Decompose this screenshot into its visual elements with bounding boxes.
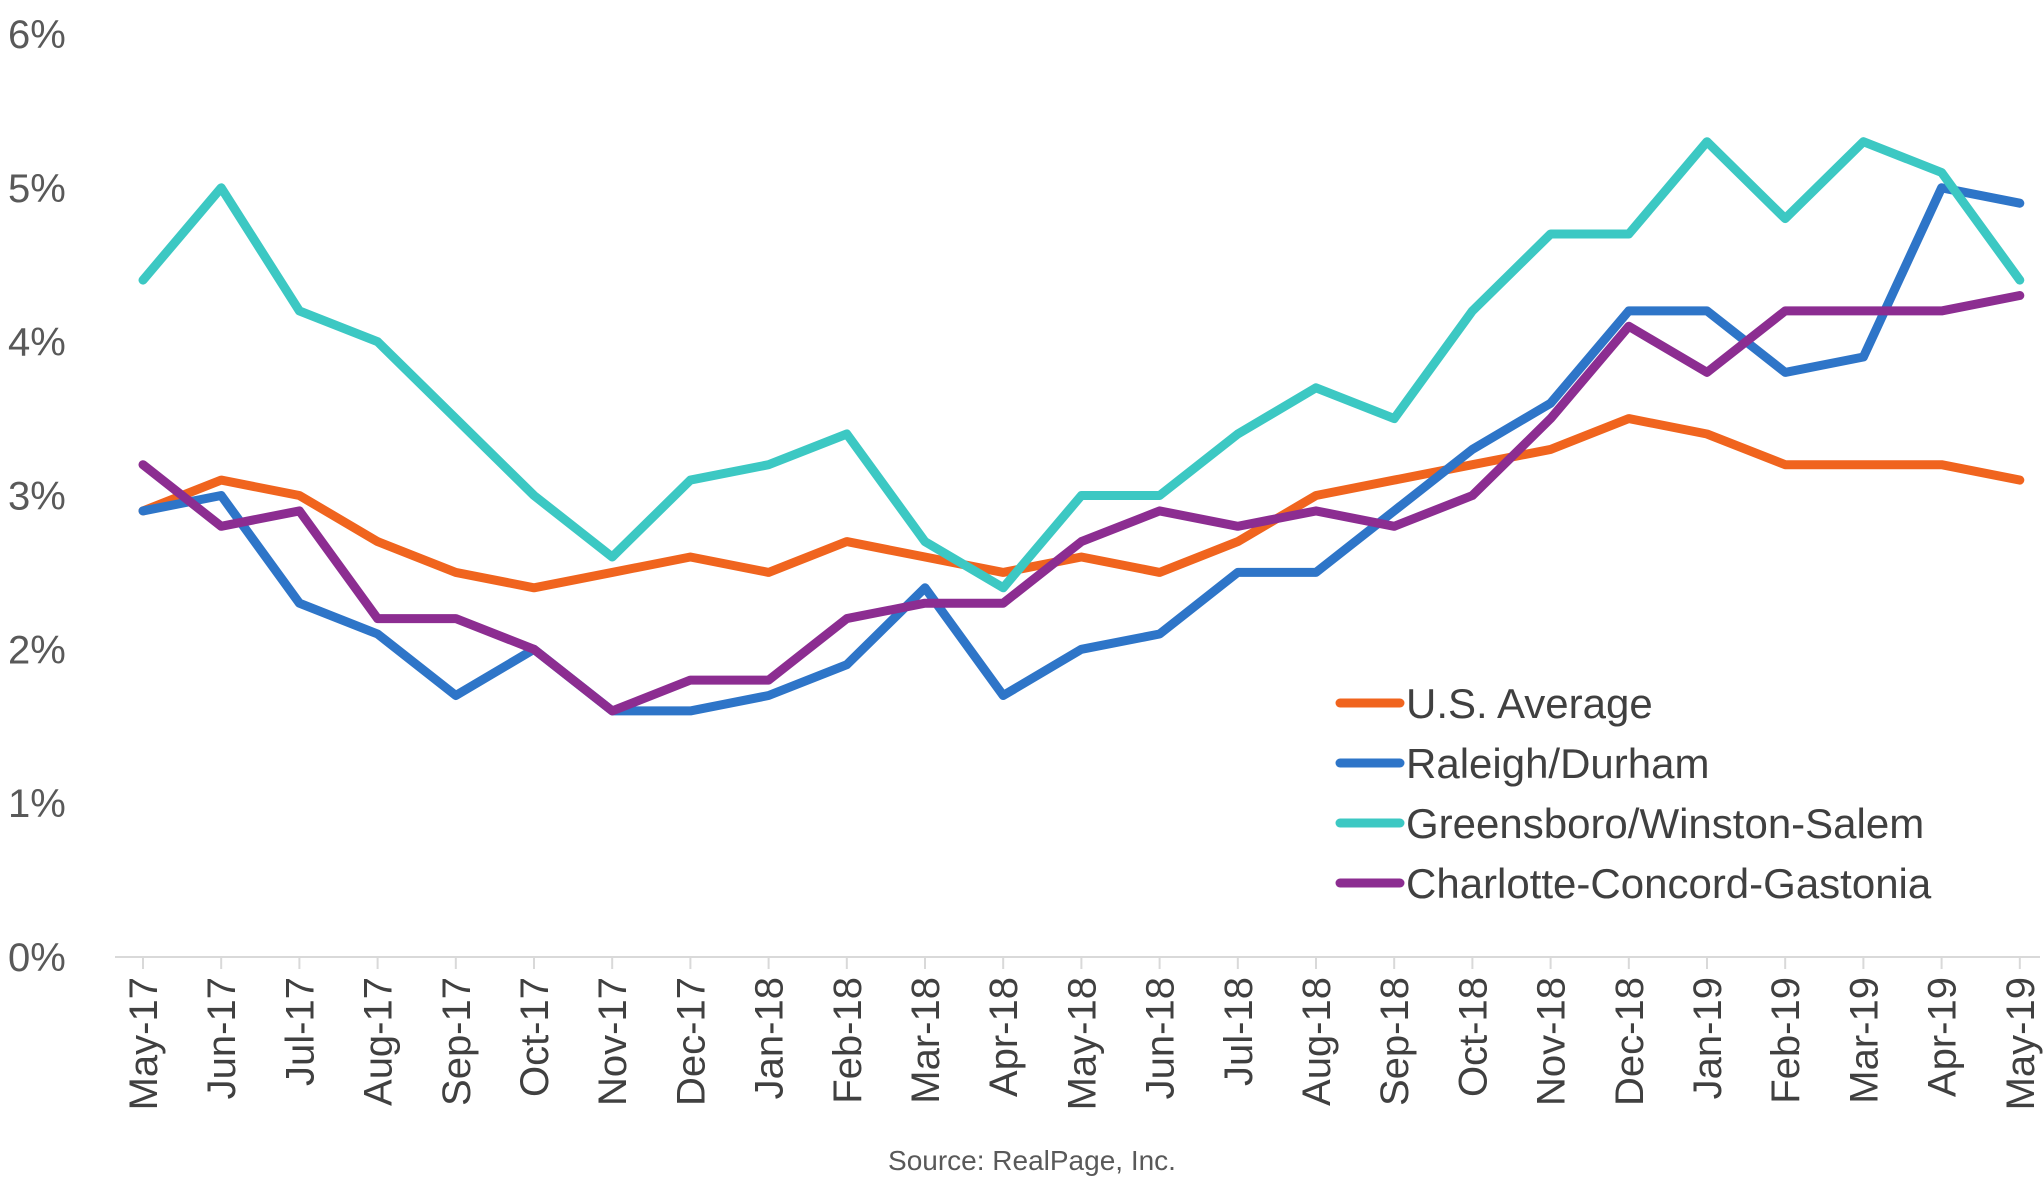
series-line-charlotte-concord-gastonia [138,291,2025,716]
x-tick-label: Nov-17 [591,977,635,1106]
series-line-u-s-average [138,414,2025,593]
x-tick-label: Feb-19 [1764,977,1808,1104]
x-tick-label: Oct-18 [1451,977,1495,1097]
x-tick-label: Jul-18 [1217,977,1261,1086]
y-tick-label: 0% [8,936,66,980]
legend-label: Raleigh/Durham [1406,740,1709,787]
x-tick-label: May-17 [122,977,166,1110]
x-tick-label: Mar-19 [1842,977,1886,1104]
y-tick-label: 4% [8,321,66,365]
x-tick-label: Jul-17 [278,977,322,1086]
legend-label: U.S. Average [1406,680,1653,727]
x-tick-label: Jan-19 [1686,977,1730,1099]
x-tick-label: May-18 [1060,977,1104,1110]
x-tick-label: Aug-18 [1295,977,1339,1106]
x-tick-label: May-19 [1999,977,2043,1110]
x-tick-label: Mar-18 [904,977,948,1104]
x-tick-label: Apr-18 [982,977,1026,1097]
y-tick-label: 3% [8,475,66,519]
x-tick-label: Sep-18 [1373,977,1417,1106]
y-tick-label: 2% [8,628,66,672]
y-tick-label: 1% [8,782,66,826]
x-tick-label: Aug-17 [357,977,401,1106]
y-tick-label: 6% [8,13,66,57]
x-tick-label: Sep-17 [435,977,479,1106]
legend: U.S. Average Raleigh/Durham Greensboro/Win… [1335,680,1932,907]
x-tick-label: Oct-17 [513,977,557,1097]
x-tick-label: Apr-19 [1921,977,1965,1097]
x-tick-label: Dec-18 [1608,977,1652,1106]
x-tick-label: Nov-18 [1530,977,1574,1106]
series-line-raleigh-durham [138,183,2025,716]
series-line-greensboro-winston-salem [138,137,2025,593]
x-tick-label: Jun-17 [200,977,244,1099]
x-axis: May-17 Jun-17 Jul-17 Aug-17 Sep-17 Oct-17 Nov-… [122,957,2043,1110]
y-axis: 0% 1% 2% 3% 4% 5% 6% [8,13,66,980]
x-tick-label: Feb-18 [826,977,870,1104]
legend-label: Charlotte-Concord-Gastonia [1406,860,1932,907]
x-tick-label: Dec-17 [669,977,713,1106]
series-layer [138,137,2025,716]
legend-label: Greensboro/Winston-Salem [1406,800,1924,847]
x-tick-label: Jan-18 [748,977,792,1099]
x-tick-label: Jun-18 [1139,977,1183,1099]
source-note: Source: RealPage, Inc. [888,1145,1176,1176]
y-tick-label: 5% [8,167,66,211]
